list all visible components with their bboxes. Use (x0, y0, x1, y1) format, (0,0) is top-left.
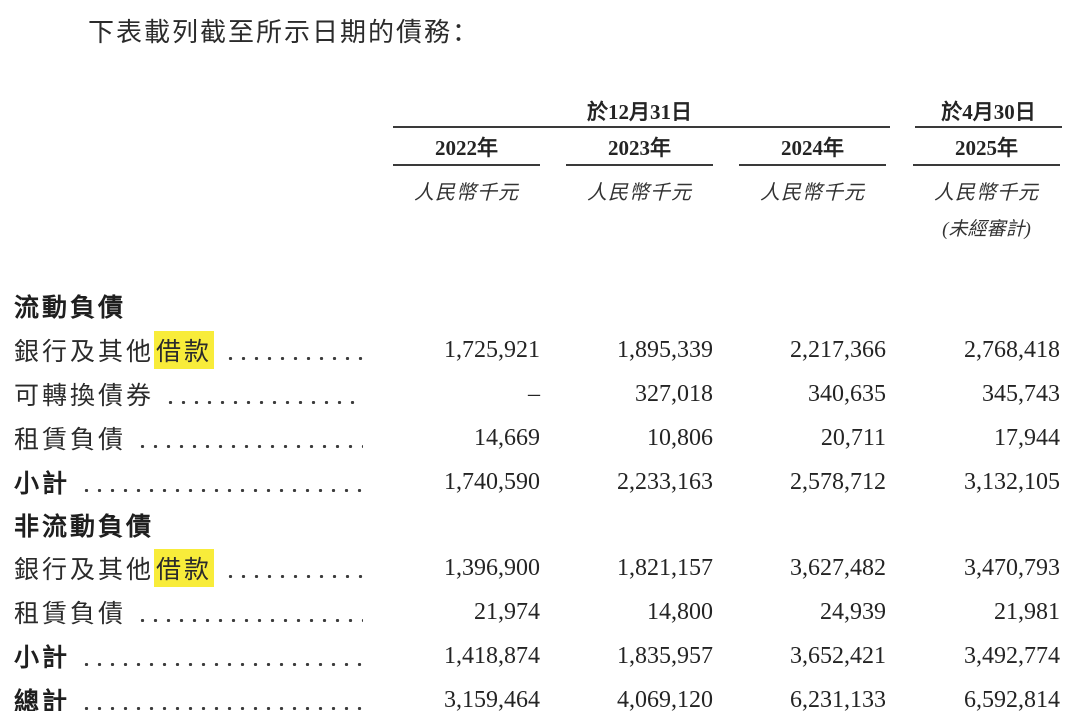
dot-leader (136, 445, 363, 448)
dot-leader (136, 619, 363, 622)
date-group-april: 於4月30日 (941, 100, 1036, 124)
row-label: 銀行及其他 借款 (14, 331, 393, 369)
value-cell: 2,233,163 (617, 468, 713, 495)
value-cell: 1,895,339 (617, 336, 713, 363)
table-row-subtotal: 小計 1,418,874 1,835,957 3,652,421 3,492,7… (0, 634, 1080, 678)
row-label-text: 小計 (14, 644, 71, 672)
highlight-mark: 借款 (154, 331, 215, 369)
year-2025: 2025年 (913, 133, 1060, 166)
value-cell: 20,711 (820, 424, 886, 451)
value-cell: 3,652,421 (790, 642, 886, 669)
value-cell: 24,939 (820, 598, 886, 625)
value-cell: 10,806 (647, 424, 713, 451)
unaudited-note: (未經審計) (942, 219, 1031, 240)
table-row: 銀行及其他 借款 1,396,900 1,821,157 3,627,482 3,… (0, 546, 1080, 590)
unit-label: 人民幣千元 (414, 182, 519, 204)
value-cell: 345,743 (982, 380, 1060, 407)
rule-december-group (393, 126, 890, 128)
row-label: 銀行及其他 借款 (14, 549, 393, 587)
table-row-subtotal: 小計 1,740,590 2,233,163 2,578,712 3,132,1… (0, 460, 1080, 504)
table-row: 租賃負債 21,974 14,800 24,939 21,981 (0, 590, 1080, 634)
value-cell: 1,396,900 (444, 554, 540, 581)
row-label-text: 租賃負債 (14, 601, 127, 628)
row-label-text: 銀行及其他 (14, 557, 155, 584)
value-cell: 6,231,133 (790, 686, 886, 711)
value-cell: 14,800 (647, 598, 713, 625)
section-title-noncurrent-liabilities: 非流動負債 (14, 513, 155, 541)
dot-leader (224, 575, 363, 578)
value-cell: 21,974 (474, 598, 540, 625)
table-header: 於12月31日 於4月30日 2022年 2023年 2024年 2025年 人… (0, 96, 1080, 256)
value-cell: 3,492,774 (964, 642, 1060, 669)
value-cell: 327,018 (635, 380, 713, 407)
value-cell: 3,470,793 (964, 554, 1060, 581)
row-label: 小計 (14, 464, 393, 500)
value-cell: 1,835,957 (617, 642, 713, 669)
year-2024: 2024年 (739, 133, 886, 166)
year-2022: 2022年 (393, 133, 540, 166)
date-group-december: 於12月31日 (587, 100, 692, 124)
value-cell: – (528, 380, 540, 407)
value-cell: 3,159,464 (444, 686, 540, 711)
unit-label: 人民幣千元 (934, 182, 1039, 204)
value-cell: 2,217,366 (790, 336, 886, 363)
dot-leader (224, 357, 363, 360)
row-label: 租賃負債 (14, 420, 393, 456)
value-cell: 2,578,712 (790, 468, 886, 495)
row-label-text: 小計 (14, 470, 71, 498)
value-cell: 4,069,120 (617, 686, 713, 711)
value-cell: 17,944 (994, 424, 1060, 451)
intro-text: 下表載列截至所示日期的債務： (88, 18, 481, 47)
row-label: 總計 (14, 682, 393, 711)
table-row: 銀行及其他 借款 1,725,921 1,895,339 2,217,366 2,… (0, 328, 1080, 372)
unit-label: 人民幣千元 (587, 182, 692, 204)
row-label-text: 總計 (14, 688, 71, 711)
table-row-total: 總計 3,159,464 4,069,120 6,231,133 6,592,8… (0, 678, 1080, 711)
unit-label: 人民幣千元 (760, 182, 865, 204)
rule-april-group (915, 126, 1062, 128)
dot-leader (164, 401, 363, 404)
dot-leader (80, 663, 363, 666)
highlight-mark: 借款 (154, 549, 215, 587)
value-cell: 1,725,921 (444, 336, 540, 363)
row-label-text: 可轉換債券 (14, 383, 155, 410)
dot-leader (80, 489, 363, 492)
value-cell: 14,669 (474, 424, 540, 451)
row-label: 可轉換債券 (14, 376, 393, 412)
row-label-text: 銀行及其他 (14, 339, 155, 366)
section-title-current-liabilities: 流動負債 (14, 293, 127, 322)
value-cell: 1,740,590 (444, 468, 540, 495)
value-cell: 340,635 (808, 380, 886, 407)
value-cell: 1,418,874 (444, 642, 540, 669)
year-2023: 2023年 (566, 133, 713, 166)
value-cell: 6,592,814 (964, 686, 1060, 711)
row-label: 租賃負債 (14, 594, 393, 630)
value-cell: 2,768,418 (964, 336, 1060, 363)
dot-leader (80, 707, 363, 710)
value-cell: 3,627,482 (790, 554, 886, 581)
table-body: 流動負債 銀行及其他 借款 1,725,921 1,895,339 2,217,3… (0, 283, 1080, 711)
value-cell: 21,981 (994, 598, 1060, 625)
row-label-text: 租賃負債 (14, 427, 127, 454)
row-label: 小計 (14, 638, 393, 674)
table-row: 租賃負債 14,669 10,806 20,711 17,944 (0, 416, 1080, 460)
value-cell: 1,821,157 (617, 554, 713, 581)
table-row: 可轉換債券 – 327,018 340,635 345,743 (0, 372, 1080, 416)
value-cell: 3,132,105 (964, 468, 1060, 495)
